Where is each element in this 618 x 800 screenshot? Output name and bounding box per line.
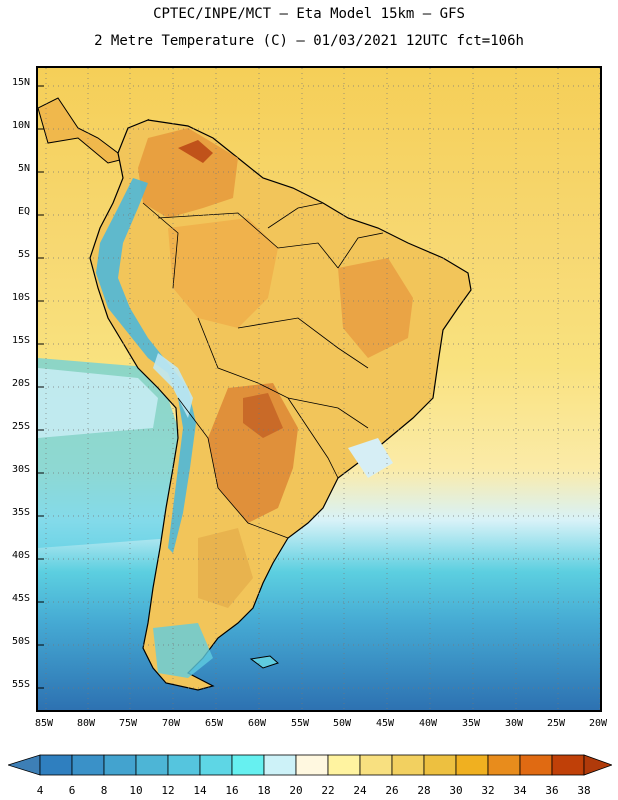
cool-patch-southeast-brazil (348, 438, 393, 478)
lon-label-75w: 75W (118, 718, 138, 729)
lon-label-25w: 25W (546, 718, 566, 729)
warm-patch-colombia-venezuela (138, 128, 238, 218)
colorbar-cell (39, 754, 73, 776)
lat-label-55s: 55S (11, 679, 30, 690)
colorbar-cell (551, 754, 585, 776)
colorbar-label: 36 (545, 784, 559, 797)
patagonia-cool-zone (153, 623, 213, 678)
map-title-line-2: 2 Metre Temperature (C) – 01/03/2021 12U… (94, 33, 524, 49)
colorbar-label: 10 (129, 784, 143, 797)
lat-label-10s: 10S (11, 292, 30, 303)
colorbar-label: 16 (225, 784, 239, 797)
colorbar-label: 26 (385, 784, 399, 797)
lon-label-70w: 70W (161, 718, 181, 729)
lon-label-35w: 35W (461, 718, 481, 729)
colorbar-label: 28 (417, 784, 431, 797)
colorbar-label: 24 (353, 784, 367, 797)
altiplano-cool-zone (153, 353, 193, 418)
lat-label-5n: 5N (17, 163, 30, 174)
lat-label-45s: 45S (11, 593, 30, 604)
lat-label-30s: 30S (11, 464, 30, 475)
temperature-map (38, 68, 600, 710)
hot-spot-llanos (178, 140, 213, 163)
colorbar-cell (327, 754, 361, 776)
lat-label-10n: 10N (11, 120, 30, 131)
colorbar-label: 22 (321, 784, 335, 797)
lon-label-55w: 55W (290, 718, 310, 729)
temperature-colorbar (8, 754, 612, 776)
colorbar-label: 14 (193, 784, 207, 797)
map-title-line-1: CPTEC/INPE/MCT – Eta Model 15km – GFS (153, 6, 465, 22)
lon-label-20w: 20W (588, 718, 608, 729)
colorbar-cell (103, 754, 137, 776)
lat-label-40s: 40S (11, 550, 30, 561)
lon-label-80w: 80W (76, 718, 96, 729)
colorbar-cell (295, 754, 329, 776)
colorbar-label: 8 (100, 784, 108, 797)
colorbar-cell (135, 754, 169, 776)
warm-patch-cerrado (338, 258, 413, 358)
lat-label-15s: 15S (11, 335, 30, 346)
lat-label-35s: 35S (11, 507, 30, 518)
lat-label-eq: EQ (17, 206, 30, 217)
colorbar-label: 18 (257, 784, 271, 797)
colorbar-cell (423, 754, 457, 776)
colorbar-cell (231, 754, 265, 776)
lat-label-5s: 5S (17, 249, 30, 260)
lon-label-60w: 60W (247, 718, 267, 729)
lon-label-65w: 65W (204, 718, 224, 729)
lat-label-15n: 15N (11, 77, 30, 88)
lat-label-20s: 20S (11, 378, 30, 389)
colorbar-label: 12 (161, 784, 175, 797)
lon-label-45w: 45W (375, 718, 395, 729)
colorbar-label: 20 (289, 784, 303, 797)
map-frame (36, 66, 602, 712)
colorbar-cell (519, 754, 553, 776)
colorbar-label: 34 (513, 784, 527, 797)
colorbar-cell (71, 754, 105, 776)
colorbar-label: 32 (481, 784, 495, 797)
pacific-mild-zone (38, 368, 158, 438)
colorbar-label: 4 (36, 784, 44, 797)
lat-label-50s: 50S (11, 636, 30, 647)
country-borders (142, 202, 384, 539)
lon-label-50w: 50W (332, 718, 352, 729)
warm-patch-pampas (198, 528, 253, 608)
colorbar-underflow-arrow (8, 754, 41, 776)
colorbar-label: 6 (68, 784, 76, 797)
colorbar-overflow-arrow (583, 754, 612, 776)
colorbar-cell (359, 754, 393, 776)
warm-patch-amazon (168, 218, 278, 328)
colorbar-cell (391, 754, 425, 776)
lon-label-40w: 40W (418, 718, 438, 729)
falkland-islands (249, 655, 279, 669)
colorbar-cell (455, 754, 489, 776)
colorbar-cell (167, 754, 201, 776)
hot-spot-gran-chaco (243, 393, 283, 438)
colorbar-cell (199, 754, 233, 776)
lon-label-30w: 30W (504, 718, 524, 729)
frame-ticks (38, 85, 44, 689)
colorbar-cell (487, 754, 521, 776)
colorbar-label: 30 (449, 784, 463, 797)
colorbar-cell (263, 754, 297, 776)
lat-label-25s: 25S (11, 421, 30, 432)
colorbar-label: 38 (577, 784, 591, 797)
lon-label-85w: 85W (34, 718, 54, 729)
